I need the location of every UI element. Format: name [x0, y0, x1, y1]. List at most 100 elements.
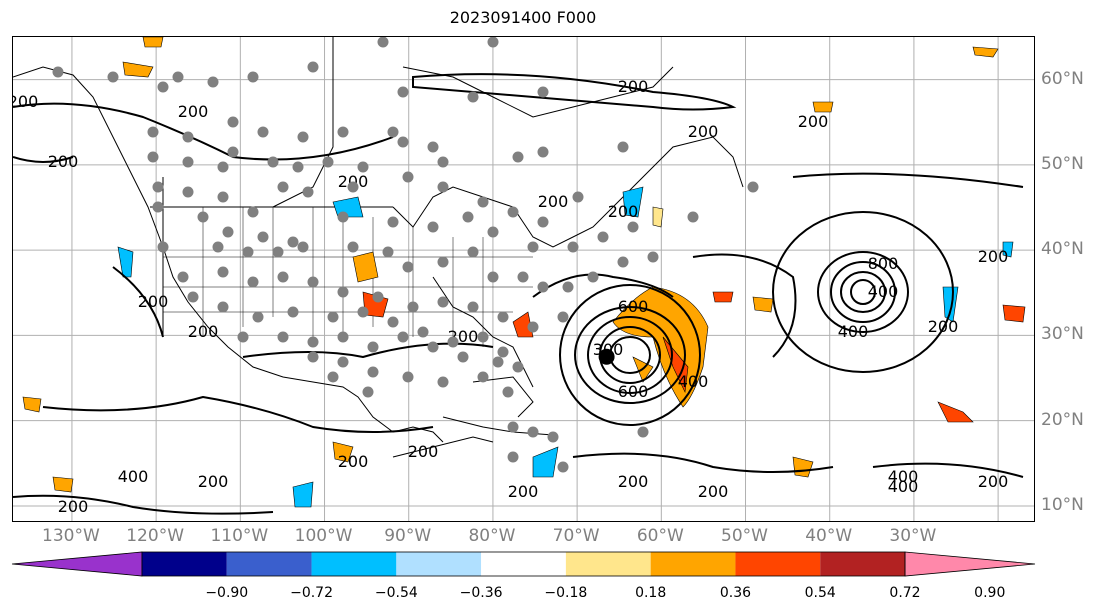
station-dot — [347, 241, 359, 253]
station-dot — [157, 81, 169, 93]
station-dot — [287, 306, 299, 318]
station-dot — [617, 141, 629, 153]
station-dot — [227, 146, 239, 158]
station-dot — [147, 126, 159, 138]
station-dot — [647, 251, 659, 263]
longitude-label: 70°W — [552, 526, 600, 546]
station-dot — [357, 306, 369, 318]
station-dot — [427, 341, 439, 353]
contour-label: 200 — [978, 247, 1009, 266]
station-dot — [372, 291, 384, 303]
station-dot — [267, 156, 279, 168]
station-dot — [237, 331, 249, 343]
station-dot — [747, 181, 759, 193]
station-dot — [337, 211, 349, 223]
longitude-label: 100°W — [294, 526, 353, 546]
station-dot — [512, 361, 524, 373]
contour-label: 400 — [888, 477, 919, 496]
station-dot — [547, 431, 559, 443]
station-dot — [397, 86, 409, 98]
station-dot — [427, 141, 439, 153]
station-dot — [277, 331, 289, 343]
map-canvas: 200 200 200 200 200 200 200 200 200 200 200 200 200 2… — [13, 37, 1034, 521]
station-dot — [587, 271, 599, 283]
contour-label: 200 — [978, 472, 1009, 491]
station-dot — [387, 126, 399, 138]
station-dot — [377, 37, 389, 48]
station-dot — [457, 351, 469, 363]
station-dot — [502, 386, 514, 398]
station-dot — [507, 206, 519, 218]
longitude-label: 80°W — [468, 526, 516, 546]
latitude-label: 50°N — [1041, 153, 1084, 174]
station-dot — [637, 426, 649, 438]
station-dot — [537, 86, 549, 98]
latitude-label: 60°N — [1041, 68, 1084, 89]
station-dot — [397, 136, 409, 148]
colorbar-tick-label: 0.90 — [974, 585, 1006, 601]
station-dot — [402, 171, 414, 183]
colorbar-extend-low — [11, 551, 143, 577]
latitude-label: 40°N — [1041, 239, 1084, 260]
station-dot — [307, 336, 319, 348]
station-dot — [362, 386, 374, 398]
station-dot — [512, 151, 524, 163]
colorbar — [11, 551, 1036, 577]
contour-label: 200 — [48, 152, 79, 171]
station-dot — [182, 156, 194, 168]
station-dot — [387, 216, 399, 228]
station-dot — [487, 226, 499, 238]
station-dot — [477, 196, 489, 208]
contour-label: 200 — [618, 472, 649, 491]
contour-label: 200 — [13, 92, 38, 111]
station-dot — [337, 126, 349, 138]
station-dot — [367, 366, 379, 378]
station-dot — [357, 161, 369, 173]
station-dot — [597, 231, 609, 243]
contour-label: 200 — [408, 442, 439, 461]
station-dot — [387, 316, 399, 328]
station-dot — [302, 186, 314, 198]
station-dot — [382, 246, 394, 258]
station-dot — [227, 116, 239, 128]
station-dot — [627, 221, 639, 233]
station-dot — [277, 271, 289, 283]
station-dot — [407, 301, 419, 313]
colorbar-tick-label: −0.72 — [290, 585, 333, 601]
storm-center-marker — [598, 348, 615, 365]
station-dot — [527, 321, 539, 333]
station-dot — [437, 181, 449, 193]
station-dot — [487, 271, 499, 283]
longitude-label: 110°W — [210, 526, 269, 546]
station-dot — [242, 246, 254, 258]
station-dot — [182, 131, 194, 143]
colorbar-outline — [141, 551, 906, 577]
colorbar-segment — [142, 552, 227, 576]
longitude-label: 120°W — [126, 526, 185, 546]
station-dot — [182, 186, 194, 198]
map-panel: 200 200 200 200 200 200 200 200 200 200 200 200 200 2… — [12, 36, 1035, 522]
colorbar-segment — [565, 552, 651, 576]
longitude-label: 90°W — [384, 526, 432, 546]
station-dot — [337, 356, 349, 368]
contour-label: 400 — [678, 372, 709, 391]
station-dot — [152, 181, 164, 193]
station-dot — [527, 241, 539, 253]
station-dot — [492, 356, 504, 368]
colorbar-tick-label: 0.36 — [719, 585, 752, 601]
station-dot — [537, 281, 549, 293]
longitude-label: 130°W — [42, 526, 100, 546]
station-dot — [437, 376, 449, 388]
colorbar-tick-label: 0.54 — [804, 585, 836, 601]
station-dot — [247, 71, 259, 83]
station-dot — [257, 126, 269, 138]
station-dot — [397, 331, 409, 343]
contour-label: 200 — [198, 472, 229, 491]
colorbar-tick-label: 0.72 — [889, 585, 921, 601]
station-dot — [152, 201, 164, 213]
station-dot — [247, 276, 259, 288]
contour-label: 200 — [538, 192, 569, 211]
colorbar-tick-label: 0.18 — [635, 585, 667, 601]
station-dot — [222, 226, 234, 238]
station-dot — [52, 66, 64, 78]
